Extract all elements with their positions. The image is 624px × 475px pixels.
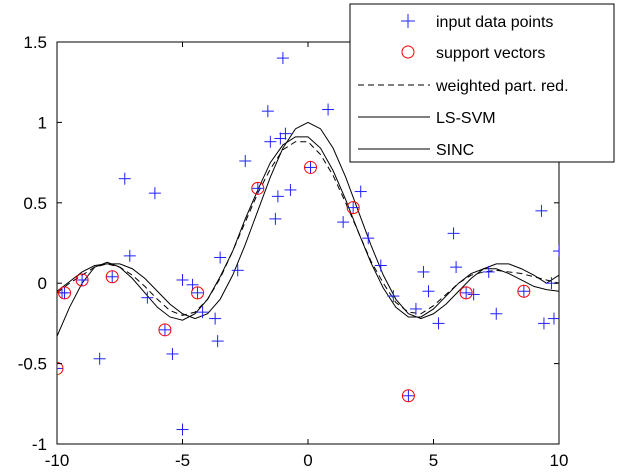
support-vector-point: [304, 160, 318, 174]
input-data-point: [239, 154, 252, 167]
x-tick-label: -5: [175, 451, 190, 470]
input-data-point: [387, 290, 400, 303]
x-tick-label: 0: [303, 451, 312, 470]
input-data-point: [118, 172, 131, 185]
input-data-point: [57, 362, 63, 375]
input-data-point: [271, 190, 284, 203]
input-data-point: [537, 317, 550, 330]
input-data-point: [447, 227, 460, 240]
input-data-point: [553, 245, 559, 258]
y-tick-label: 0.5: [23, 194, 47, 213]
legend-label: LS-SVM: [436, 110, 496, 127]
support-vector-point: [105, 270, 119, 284]
input-data-point: [231, 264, 244, 277]
input-data-point: [362, 232, 375, 245]
x-tick-label: 5: [429, 451, 438, 470]
input-data-point: [123, 249, 136, 262]
input-data-point: [422, 285, 435, 298]
support-vector-point: [517, 284, 531, 298]
input-data-point: [402, 389, 415, 402]
support-vector-point: [75, 273, 89, 287]
y-tick-label: -1: [32, 435, 47, 454]
input-data-point: [304, 161, 317, 174]
input-data-point: [409, 302, 422, 315]
input-data-point: [196, 306, 209, 319]
y-tick-label: -0.5: [18, 355, 47, 374]
legend-box: [349, 3, 615, 163]
support-vector-point: [401, 389, 415, 403]
input-data-point: [141, 291, 154, 304]
input-data-point: [490, 307, 503, 320]
support-vector-point: [346, 201, 360, 215]
support-vector-point: [459, 286, 473, 300]
input-data-point: [460, 286, 473, 299]
legend-entry: SINC: [358, 142, 474, 159]
input-data-point: [191, 286, 204, 299]
legend-label: support vectors: [436, 45, 545, 62]
y-tick-label: 1: [38, 113, 47, 132]
legend-circle-icon: [401, 45, 415, 59]
y-tick-label: 1.5: [23, 33, 47, 52]
input-data-point: [279, 127, 292, 140]
input-data-point: [535, 204, 548, 217]
legend-entry: input data points: [401, 14, 553, 31]
legend-label: weighted part. red.: [435, 78, 569, 95]
y-tick-label: 0: [38, 274, 47, 293]
input-data-point: [432, 317, 445, 330]
input-data-point: [93, 352, 106, 365]
support-vector-point: [251, 181, 265, 195]
input-data-point: [467, 288, 480, 301]
input-data-point: [354, 185, 367, 198]
support-vector-point: [191, 286, 205, 300]
input-data-point: [158, 323, 171, 336]
input-data-point: [176, 273, 189, 286]
input-data-point: [166, 347, 179, 360]
input-data-point: [261, 105, 274, 118]
input-data-point: [176, 423, 189, 436]
support-vector-point: [57, 361, 64, 375]
series-line-3: [57, 136, 559, 337]
input-data-point: [58, 286, 71, 299]
input-data-point: [322, 103, 335, 116]
legend: input data points support vectors weighted…: [349, 3, 615, 163]
legend-items: input data points support vectors weighted…: [358, 14, 569, 159]
input-data-point: [517, 285, 530, 298]
input-data-point: [264, 135, 277, 148]
input-data-point: [251, 182, 264, 195]
x-tick-label: -10: [45, 451, 70, 470]
input-data-point: [337, 216, 350, 229]
input-data-point: [284, 183, 297, 196]
support-vector-point: [58, 286, 72, 300]
legend-entry: LS-SVM: [358, 110, 496, 127]
legend-label: input data points: [436, 14, 553, 31]
input-data-point: [211, 335, 224, 348]
input-data-point: [417, 265, 430, 278]
input-data-point: [547, 312, 559, 325]
input-data-point: [276, 52, 289, 65]
legend-entry: weighted part. red.: [358, 78, 569, 95]
series-line-4: [57, 121, 559, 320]
x-tick-label: 10: [550, 451, 569, 470]
legend-entry: support vectors: [401, 45, 545, 62]
series-layer: [57, 52, 559, 436]
input-data-point: [214, 251, 227, 264]
legend-label: SINC: [436, 142, 474, 159]
input-data-point: [347, 201, 360, 214]
series-clip-group: [57, 52, 559, 436]
input-data-point: [269, 212, 282, 225]
input-data-point: [450, 261, 463, 274]
support-vector-point: [158, 323, 172, 337]
axes-layer: -10 -5 0 5 10 -1 -0.5 0 0.5 1 1.5: [18, 33, 569, 470]
input-data-point: [76, 273, 89, 286]
input-data-point: [148, 187, 161, 200]
input-data-point: [209, 312, 222, 325]
input-data-point: [106, 270, 119, 283]
input-data-point: [274, 132, 287, 145]
input-data-point: [482, 265, 495, 278]
input-data-point: [374, 259, 387, 272]
